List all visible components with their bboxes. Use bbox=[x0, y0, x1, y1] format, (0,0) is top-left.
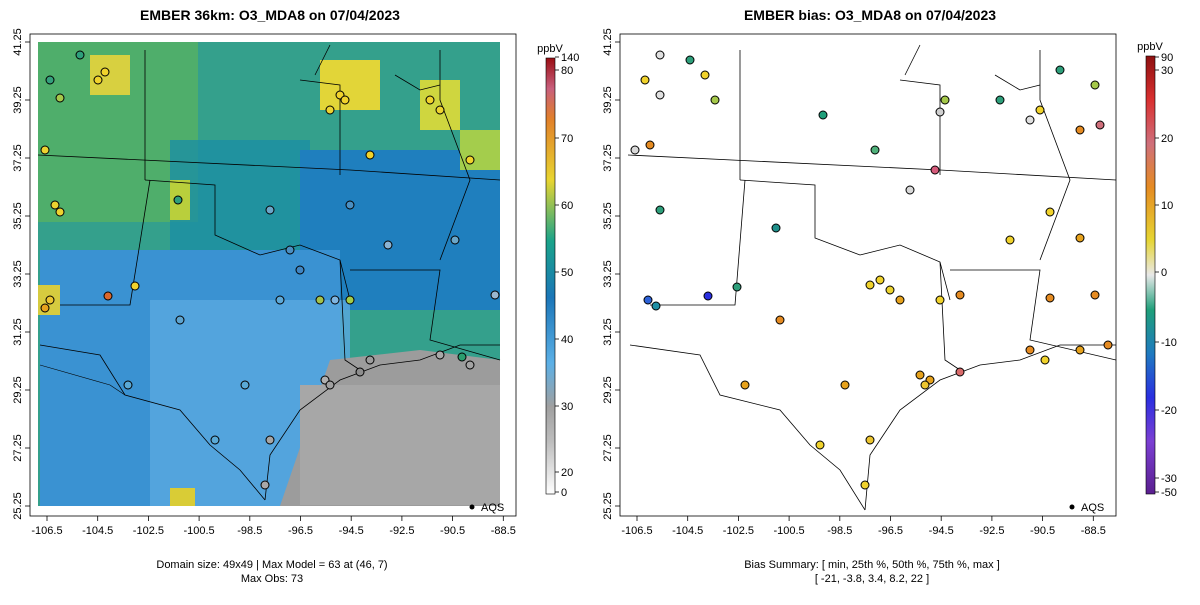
colorbar-tick-label: 90 bbox=[1161, 52, 1173, 64]
y-tick-label: 41.25 bbox=[602, 28, 614, 56]
right-aqs-label: AQS bbox=[1081, 502, 1104, 514]
left-caption-line1: Domain size: 49x49 | Max Model = 63 at (… bbox=[156, 559, 387, 571]
y-tick-label: 27.25 bbox=[12, 434, 24, 462]
colorbar-tick-label: 70 bbox=[561, 133, 573, 145]
x-tick-label: -100.5 bbox=[773, 525, 804, 537]
y-tick-label: 31.25 bbox=[602, 318, 614, 346]
y-tick-label: 29.25 bbox=[602, 376, 614, 404]
right-x-ticks: -106.5 -104.5 -102.5 -100.5 -98.5 -96.5 -94.5 -… bbox=[621, 516, 1106, 537]
x-tick-label: -100.5 bbox=[183, 525, 214, 537]
x-tick-label: -96.5 bbox=[288, 525, 313, 537]
y-tick-label: 25.25 bbox=[602, 492, 614, 520]
y-tick-label: 25.25 bbox=[12, 492, 24, 520]
x-tick-label: -94.5 bbox=[929, 525, 954, 537]
y-tick-label: 31.25 bbox=[12, 318, 24, 346]
x-tick-label: -98.5 bbox=[237, 525, 262, 537]
left-x-ticks: -106.5 -104.5 -102.5 -100.5 -98.5 -96.5 -94.5 -… bbox=[31, 516, 516, 537]
y-tick-label: 39.25 bbox=[602, 86, 614, 114]
colorbar-tick-label: -30 bbox=[1161, 473, 1177, 485]
x-tick-label: -90.5 bbox=[1030, 525, 1055, 537]
right-colorbar-unit: ppbV bbox=[1137, 41, 1163, 53]
right-aqs-legend: AQS bbox=[1069, 502, 1104, 514]
x-tick-label: -92.5 bbox=[389, 525, 414, 537]
x-tick-label: -90.5 bbox=[440, 525, 465, 537]
y-tick-label: 39.25 bbox=[12, 86, 24, 114]
colorbar-tick-label: 60 bbox=[561, 200, 573, 212]
x-tick-label: -88.5 bbox=[491, 525, 516, 537]
y-tick-label: 35.25 bbox=[12, 202, 24, 230]
right-title: EMBER bias: O3_MDA8 on 07/04/2023 bbox=[744, 7, 996, 23]
left-aqs-label: AQS bbox=[481, 502, 504, 514]
x-tick-label: -92.5 bbox=[979, 525, 1004, 537]
right-stations bbox=[630, 50, 1113, 490]
x-tick-label: -88.5 bbox=[1081, 525, 1106, 537]
left-colorbar-unit: ppbV bbox=[537, 43, 563, 55]
x-tick-label: -102.5 bbox=[133, 525, 164, 537]
right-caption-line2: [ -21, -3.8, 3.4, 8.2, 22 ] bbox=[815, 573, 929, 585]
x-tick-label: -98.5 bbox=[827, 525, 852, 537]
colorbar-tick-label: -50 bbox=[1161, 487, 1177, 499]
y-tick-label: 37.25 bbox=[602, 144, 614, 172]
colorbar-tick-label: 0 bbox=[561, 487, 567, 499]
left-model-field bbox=[38, 42, 500, 506]
left-axes bbox=[29, 33, 517, 517]
colorbar-tick-label: 50 bbox=[561, 267, 573, 279]
y-tick-label: 35.25 bbox=[602, 202, 614, 230]
x-tick-label: -104.5 bbox=[672, 525, 703, 537]
x-tick-label: -94.5 bbox=[339, 525, 364, 537]
y-tick-label: 37.25 bbox=[12, 144, 24, 172]
left-title: EMBER 36km: O3_MDA8 on 07/04/2023 bbox=[140, 7, 400, 23]
colorbar-tick-label: 80 bbox=[561, 65, 573, 77]
y-tick-label: 33.25 bbox=[602, 260, 614, 288]
colorbar-tick-label: 20 bbox=[561, 467, 573, 479]
x-tick-label: -104.5 bbox=[82, 525, 113, 537]
left-stations bbox=[40, 50, 500, 490]
y-tick-label: 33.25 bbox=[12, 260, 24, 288]
colorbar-tick-label: 30 bbox=[561, 401, 573, 413]
colorbar-tick-label: -10 bbox=[1161, 337, 1177, 349]
left-y-ticks: 41.25 39.25 37.25 35.25 33.25 31.25 29.25 27.25… bbox=[12, 28, 30, 520]
colorbar-tick-label: 40 bbox=[561, 334, 573, 346]
colorbar-tick-label: 20 bbox=[1161, 133, 1173, 145]
y-tick-label: 27.25 bbox=[602, 434, 614, 462]
left-aqs-legend: AQS bbox=[469, 502, 504, 514]
x-tick-label: -96.5 bbox=[878, 525, 903, 537]
right-axes bbox=[619, 33, 1117, 517]
colorbar-tick-label: 30 bbox=[1161, 65, 1173, 77]
right-caption-line1: Bias Summary: [ min, 25th %, 50th %, 75t… bbox=[744, 559, 1000, 571]
y-tick-label: 29.25 bbox=[12, 376, 24, 404]
y-tick-label: 41.25 bbox=[12, 28, 24, 56]
left-caption-line2: Max Obs: 73 bbox=[241, 573, 303, 585]
right-y-ticks: 41.25 39.25 37.25 35.25 33.25 31.25 29.25 27.25… bbox=[602, 28, 620, 520]
colorbar-tick-label: -20 bbox=[1161, 405, 1177, 417]
x-tick-label: -106.5 bbox=[621, 525, 652, 537]
colorbar-tick-label: 0 bbox=[1161, 267, 1167, 279]
colorbar-tick-label: 140 bbox=[561, 52, 579, 64]
x-tick-label: -106.5 bbox=[31, 525, 62, 537]
colorbar-tick-label: 10 bbox=[1161, 200, 1173, 212]
x-tick-label: -102.5 bbox=[723, 525, 754, 537]
